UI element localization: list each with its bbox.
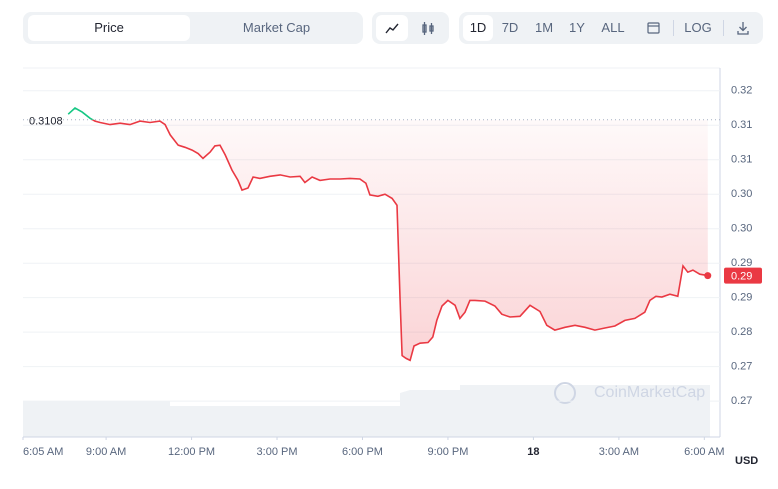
y-unit: USD: [735, 455, 758, 467]
calendar-icon: [647, 22, 660, 34]
candle-icon: [422, 22, 434, 35]
y-tick-label: 0.27: [731, 395, 752, 407]
x-tick-label: 12:00 PM: [168, 446, 215, 458]
y-tick-label: 0.31: [731, 119, 752, 131]
x-tick-label: 18: [527, 446, 539, 458]
y-tick-label: 0.29: [731, 257, 752, 269]
y-tick-label: 0.32: [731, 85, 752, 97]
tab[interactable]: Market Cap: [242, 20, 311, 35]
y-tick-label: 0.27: [731, 361, 752, 373]
volume-background: [23, 385, 710, 437]
divider: [673, 20, 674, 36]
price-tag-label: 0.29: [731, 271, 752, 283]
y-tick-label: 0.31: [731, 154, 752, 166]
calendar-button[interactable]: [639, 15, 667, 41]
x-tick-label: 3:00 AM: [599, 446, 639, 458]
range-button[interactable]: 7D: [501, 20, 519, 35]
watermark-logo: [554, 382, 576, 404]
x-tick-label: 6:05 AM: [23, 446, 63, 458]
x-tick-label: 9:00 AM: [86, 446, 126, 458]
x-tick-label: 3:00 PM: [257, 446, 298, 458]
line-icon: [385, 23, 399, 34]
range-button[interactable]: 1D: [463, 15, 493, 41]
y-tick-label: 0.29: [731, 292, 752, 304]
x-tick-label: 6:00 AM: [684, 446, 724, 458]
watermark: CoinMarketCap: [594, 384, 705, 401]
chart-type-group: [372, 12, 449, 44]
range-button[interactable]: 1M: [534, 20, 554, 35]
price-line: [90, 119, 708, 362]
x-tick-label: 9:00 PM: [427, 446, 468, 458]
candle-chart-button[interactable]: [412, 15, 444, 41]
range-button[interactable]: 1Y: [569, 20, 585, 35]
line-chart-button[interactable]: [376, 15, 408, 41]
area: [68, 119, 708, 361]
price-tag: [724, 267, 762, 284]
last-point: [704, 272, 712, 280]
range-button[interactable]: ALL: [601, 20, 625, 35]
x-tick-label: 6:00 PM: [342, 446, 383, 458]
y-tick-label: 0.30: [731, 223, 752, 235]
reference-label: 0.3108: [29, 116, 63, 128]
log-button[interactable]: LOG: [684, 20, 712, 35]
y-tick-label: 0.28: [731, 326, 752, 338]
tab-group: Price Market Cap: [23, 12, 363, 44]
divider: [723, 20, 724, 36]
y-tick-label: 0.30: [731, 188, 752, 200]
download-button[interactable]: [729, 15, 757, 41]
range-group: 1D 7D 1M 1Y ALL LOG: [459, 12, 763, 44]
tab[interactable]: Price: [28, 15, 190, 41]
download-icon: [737, 22, 749, 35]
